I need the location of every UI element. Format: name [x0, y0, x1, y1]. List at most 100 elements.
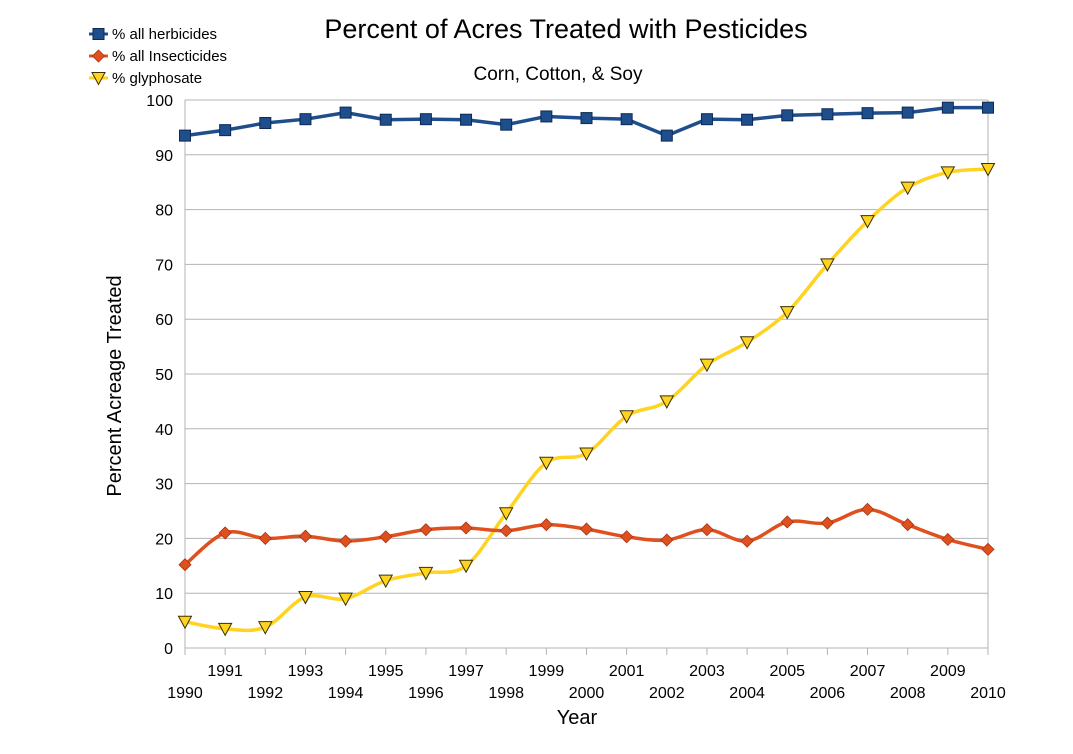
- data-point: [781, 109, 794, 122]
- legend-entry: % glyphosate: [89, 70, 202, 87]
- y-tick-label: 20: [155, 531, 173, 548]
- series-square: [179, 101, 994, 142]
- data-point: [941, 532, 955, 547]
- data-point: [980, 163, 996, 177]
- data-point: [740, 534, 754, 548]
- x-axis-label: Year: [557, 707, 598, 729]
- data-point: [418, 566, 434, 581]
- data-point: [700, 113, 713, 126]
- data-point: [458, 559, 474, 574]
- legend-swatch-marker: [91, 49, 106, 63]
- series-layer: [177, 101, 996, 637]
- data-point: [379, 530, 393, 544]
- data-point: [379, 113, 392, 126]
- gridlines: [185, 99, 988, 649]
- data-point: [539, 518, 553, 532]
- data-point: [861, 107, 874, 120]
- x-tick-label: 2002: [649, 685, 685, 702]
- legend: % all herbicides % all Insecticides % glyp…: [89, 26, 227, 87]
- x-tick-label: 1999: [529, 663, 565, 680]
- y-axis-label: Percent Acreage Treated: [104, 275, 126, 496]
- y-tick-label: 60: [155, 312, 173, 329]
- x-tick-label: 1994: [328, 685, 364, 702]
- x-tick-label: 1993: [288, 663, 324, 680]
- data-point: [419, 113, 432, 126]
- data-point: [620, 113, 633, 126]
- data-point: [498, 507, 514, 521]
- data-point: [299, 113, 312, 126]
- data-point: [619, 410, 634, 424]
- x-tick-label: 2005: [769, 663, 805, 680]
- x-tick-label: 2000: [569, 685, 605, 702]
- data-point: [257, 621, 273, 635]
- x-tick-label: 1991: [207, 663, 243, 680]
- data-point: [901, 518, 915, 532]
- data-point: [739, 336, 755, 350]
- data-point: [700, 523, 714, 537]
- x-tick-label: 2007: [850, 663, 886, 680]
- x-tick-label: 2010: [970, 685, 1006, 702]
- data-point: [179, 129, 191, 142]
- data-point: [539, 456, 554, 471]
- legend-entry: % all Insecticides: [89, 48, 227, 65]
- data-point: [941, 101, 954, 114]
- data-point: [378, 574, 394, 589]
- data-point: [982, 101, 994, 114]
- chart-subtitle: Corn, Cotton, & Soy: [474, 64, 643, 85]
- data-point: [218, 526, 232, 540]
- y-tick-label: 80: [155, 203, 173, 220]
- x-tick-label: 2004: [729, 685, 765, 702]
- data-point: [579, 447, 594, 462]
- data-point: [860, 215, 875, 229]
- data-point: [901, 106, 914, 119]
- data-point: [821, 108, 834, 121]
- y-tick-label: 90: [155, 148, 173, 165]
- series-line: [184, 167, 989, 633]
- y-tick-label: 100: [146, 93, 173, 110]
- x-tick-label: 2006: [810, 685, 846, 702]
- y-tick-label: 70: [155, 257, 173, 274]
- legend-swatch-marker: [92, 28, 105, 40]
- data-point: [499, 524, 513, 538]
- legend-label: % all herbicides: [112, 26, 217, 43]
- data-point: [460, 113, 473, 126]
- data-point: [820, 516, 834, 530]
- legend-entry: % all herbicides: [89, 26, 217, 43]
- x-tick-label: 2008: [890, 685, 926, 702]
- data-point: [779, 306, 795, 320]
- x-tick-label: 2009: [930, 663, 966, 680]
- data-point: [741, 113, 754, 126]
- series-triangle-down: [177, 163, 996, 637]
- data-point: [659, 395, 675, 409]
- data-point: [298, 529, 313, 543]
- data-point: [940, 166, 956, 180]
- x-tick-label: 1997: [448, 663, 484, 680]
- x-tick-label: 1992: [248, 685, 284, 702]
- data-point: [338, 592, 353, 607]
- y-tick-label: 10: [155, 586, 173, 603]
- x-tick-label: 1998: [488, 685, 524, 702]
- data-point: [660, 533, 674, 547]
- tick-labels: 0102030405060708090100199019911992199319…: [146, 93, 1006, 702]
- legend-swatch-marker: [91, 72, 106, 86]
- data-point: [419, 523, 433, 537]
- y-tick-label: 0: [164, 641, 173, 658]
- data-point: [580, 112, 593, 125]
- data-point: [660, 129, 673, 142]
- data-point: [900, 181, 916, 196]
- data-point: [339, 106, 352, 119]
- data-point: [540, 110, 553, 123]
- legend-label: % all Insecticides: [112, 48, 227, 65]
- y-tick-label: 40: [155, 422, 173, 439]
- data-point: [339, 534, 353, 548]
- y-tick-label: 30: [155, 477, 173, 494]
- data-point: [500, 118, 513, 131]
- data-point: [217, 622, 233, 637]
- x-tick-label: 2003: [689, 663, 725, 680]
- data-point: [820, 258, 835, 272]
- data-point: [177, 615, 193, 630]
- y-tick-label: 50: [155, 367, 173, 384]
- legend-label: % glyphosate: [112, 70, 202, 87]
